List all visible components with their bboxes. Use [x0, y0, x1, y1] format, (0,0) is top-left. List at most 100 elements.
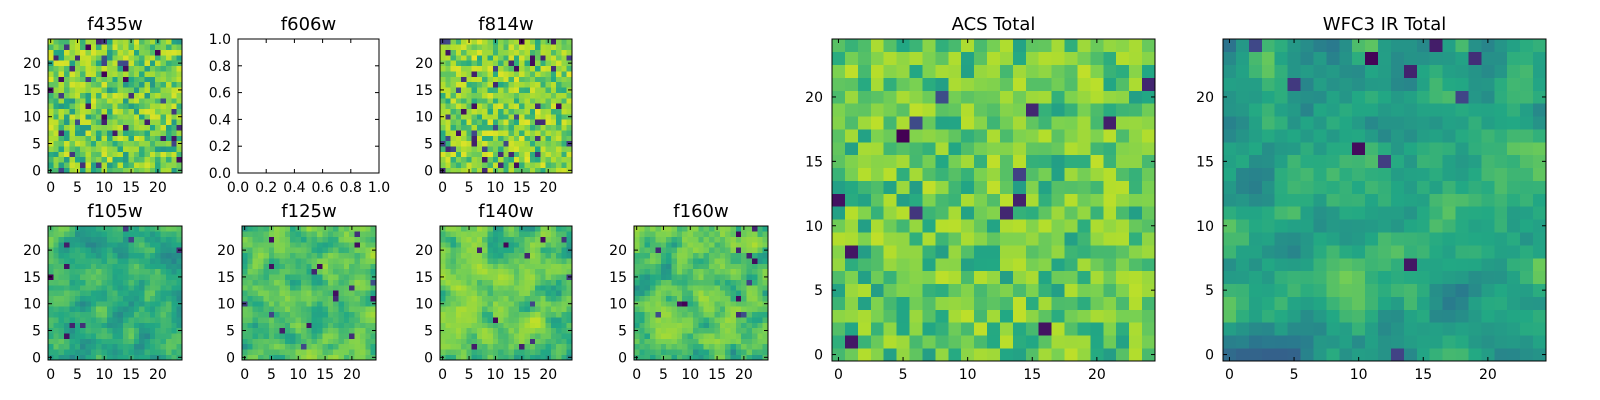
heatmap-cell [1365, 270, 1379, 285]
panel-title: f125w [281, 201, 336, 222]
heatmap-cell [634, 343, 640, 350]
heatmap-cell [1038, 193, 1052, 207]
heatmap-cell [566, 97, 573, 104]
y-tick-label: 0.4 [209, 112, 231, 128]
heatmap-cell [268, 306, 275, 313]
heatmap-cell [655, 268, 662, 275]
heatmap-cell [974, 142, 988, 156]
heatmap-cell [545, 87, 552, 93]
heatmap-cell [343, 226, 350, 232]
heatmap-cell [1051, 257, 1065, 272]
heatmap-cell [1416, 270, 1431, 285]
heatmap-cell [160, 87, 167, 93]
heatmap-cell [128, 124, 135, 131]
heatmap-cell [85, 306, 92, 313]
heatmap-cell [74, 306, 81, 313]
heatmap-cell [666, 295, 672, 302]
heatmap-cell [556, 97, 562, 104]
heatmap-cell [561, 274, 568, 280]
heatmap-cell [498, 44, 504, 51]
heatmap-cell [74, 279, 81, 286]
heatmap-cell [349, 247, 355, 254]
heatmap-cell [450, 103, 457, 109]
heatmap-cell [762, 343, 769, 350]
heatmap-cell [987, 335, 1001, 349]
heatmap-cell [498, 317, 504, 323]
heatmap-cell [450, 354, 457, 361]
heatmap-cell [306, 279, 312, 286]
heatmap-cell [719, 279, 726, 286]
heatmap-cell [258, 263, 264, 270]
heatmap-cell [144, 226, 151, 232]
heatmap-cell [650, 252, 656, 259]
heatmap-cell [535, 60, 541, 67]
heatmap-cell [1378, 206, 1392, 220]
heatmap-cell [1223, 245, 1237, 259]
heatmap-cell [85, 226, 92, 232]
heatmap-cell [284, 258, 291, 264]
heatmap-cell [160, 354, 167, 361]
heatmap-cell [634, 242, 640, 248]
heatmap-cell [566, 146, 573, 152]
heatmap-cell [1300, 322, 1314, 336]
heatmap-cell [857, 283, 872, 297]
heatmap-cell [703, 301, 710, 307]
heatmap-cell [513, 301, 520, 307]
heatmap-cell [870, 219, 884, 233]
heatmap-cell [58, 114, 65, 120]
heatmap-cell [1365, 296, 1379, 310]
heatmap-cell [498, 135, 504, 142]
x-tick-label: 0 [46, 180, 55, 196]
heatmap-cell [692, 301, 699, 307]
heatmap-cell [503, 268, 509, 275]
heatmap-cell [1103, 232, 1117, 246]
heatmap-cell [935, 51, 949, 66]
heatmap-cell [1261, 270, 1275, 285]
heatmap-cell [133, 146, 140, 152]
heatmap-cell [832, 309, 846, 323]
heatmap-cell [450, 44, 457, 51]
heatmap-cell [354, 354, 361, 361]
heatmap-cell [545, 65, 552, 72]
heatmap-cell [492, 114, 499, 120]
heatmap-cell [101, 290, 108, 296]
heatmap-cell [1533, 206, 1547, 220]
heatmap-cell [566, 76, 573, 83]
heatmap-cell [58, 44, 65, 51]
heatmap-cell [252, 295, 259, 302]
heatmap-cell [692, 338, 699, 345]
heatmap-cell [735, 295, 742, 302]
heatmap-cell [322, 322, 329, 329]
heatmap-cell [466, 252, 472, 259]
heatmap-cell [1090, 193, 1104, 207]
heatmap-cell [274, 301, 280, 307]
heatmap-cell [566, 151, 573, 158]
heatmap-cell [482, 306, 488, 313]
heatmap-cell [519, 290, 525, 296]
heatmap-cell [144, 135, 151, 142]
heatmap-cell [338, 247, 345, 254]
heatmap-cell [513, 39, 520, 45]
heatmap-cell [85, 284, 92, 291]
heatmap-cell [1129, 39, 1143, 53]
heatmap-cell [80, 231, 86, 238]
heatmap-cell [171, 55, 177, 61]
heatmap-cell [450, 231, 457, 238]
y-tick-label: 15 [23, 270, 41, 286]
heatmap-cell [96, 279, 102, 286]
heatmap-cell [106, 151, 113, 158]
heatmap-cell [354, 295, 361, 302]
heatmap-cell [128, 108, 135, 115]
heatmap-cell [476, 108, 483, 115]
heatmap-cell [160, 92, 167, 99]
heatmap-cell [1326, 348, 1340, 362]
heatmap-cell [844, 51, 859, 66]
heatmap-cell [349, 306, 355, 313]
heatmap-cell [274, 268, 280, 275]
heatmap-cell [556, 311, 562, 318]
heatmap-cell [160, 119, 167, 126]
heatmap-cell [1352, 296, 1366, 310]
heatmap-cell [370, 231, 377, 238]
heatmap-cell [144, 119, 151, 126]
heatmap-cell [1064, 232, 1078, 246]
